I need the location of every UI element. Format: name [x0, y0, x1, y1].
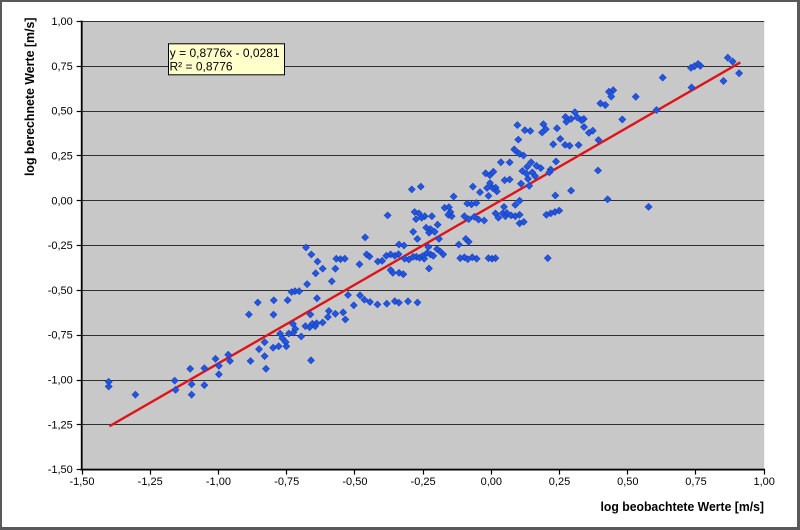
svg-text:-1,00: -1,00	[206, 476, 231, 488]
svg-text:0,75: 0,75	[685, 476, 706, 488]
svg-text:y = 0,8776x - 0,0281: y = 0,8776x - 0,0281	[170, 46, 280, 60]
svg-text:0,50: 0,50	[51, 106, 72, 118]
svg-text:1,00: 1,00	[51, 16, 72, 28]
svg-text:R² = 0,8776: R² = 0,8776	[170, 59, 233, 73]
svg-text:0,00: 0,00	[481, 476, 502, 488]
svg-text:-1,50: -1,50	[69, 476, 94, 488]
svg-text:-0,25: -0,25	[48, 240, 73, 252]
svg-text:0,25: 0,25	[51, 151, 72, 163]
svg-text:0,75: 0,75	[51, 61, 72, 73]
svg-text:1,00: 1,00	[753, 476, 774, 488]
svg-text:-0,50: -0,50	[48, 285, 73, 297]
svg-text:0,00: 0,00	[51, 195, 72, 207]
svg-text:-1,50: -1,50	[48, 464, 73, 476]
svg-text:-1,25: -1,25	[138, 476, 163, 488]
svg-text:log beobachtete Werte [m/s]: log beobachtete Werte [m/s]	[601, 499, 765, 514]
svg-text:0,25: 0,25	[549, 476, 570, 488]
svg-text:-0,50: -0,50	[342, 476, 367, 488]
svg-text:-1,00: -1,00	[48, 375, 73, 387]
svg-text:log berechnete Werte [m/s]: log berechnete Werte [m/s]	[22, 18, 37, 177]
svg-text:-0,75: -0,75	[48, 330, 73, 342]
svg-text:-0,75: -0,75	[274, 476, 299, 488]
svg-text:-1,25: -1,25	[48, 419, 73, 431]
svg-text:-0,25: -0,25	[411, 476, 436, 488]
svg-text:0,50: 0,50	[617, 476, 638, 488]
